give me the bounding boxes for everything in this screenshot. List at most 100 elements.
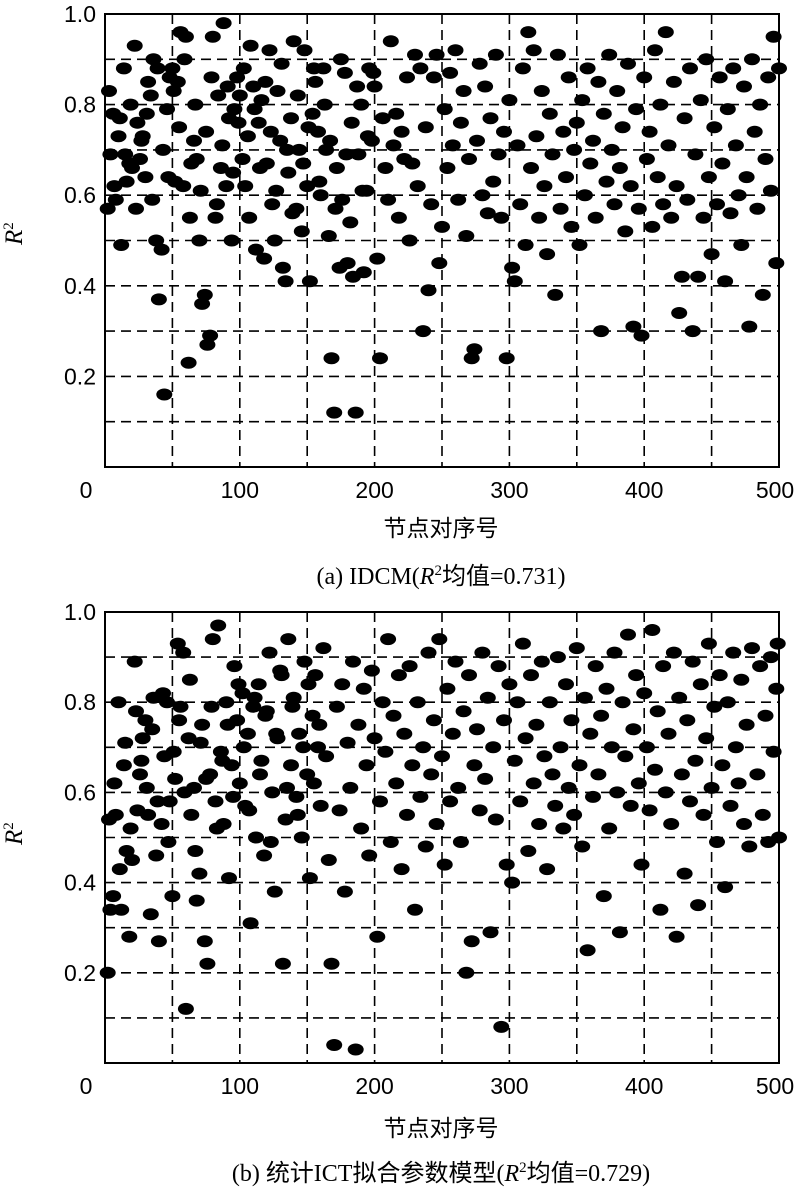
data-point: [231, 89, 248, 102]
data-point: [676, 112, 693, 125]
data-point: [684, 655, 701, 668]
data-point: [304, 107, 321, 120]
data-point: [242, 39, 259, 52]
data-point: [469, 134, 485, 147]
data-point: [738, 718, 755, 731]
data-point: [582, 157, 599, 170]
data-point: [248, 831, 264, 844]
data-point: [268, 184, 285, 197]
data-point: [129, 116, 146, 129]
data-point: [477, 772, 494, 785]
data-point: [318, 750, 335, 763]
data-point: [528, 130, 545, 143]
data-point: [207, 211, 224, 224]
data-point: [541, 107, 558, 120]
data-point: [717, 275, 734, 288]
data-point: [250, 116, 267, 129]
data-point: [347, 406, 364, 419]
data-point: [203, 71, 220, 84]
data-point: [148, 234, 165, 247]
data-point: [404, 759, 421, 772]
data-point: [177, 1002, 194, 1015]
data-point: [355, 266, 372, 279]
y-tick-label: 0.8: [64, 689, 96, 715]
data-point: [214, 139, 231, 152]
data-point: [695, 211, 712, 224]
data-point: [372, 795, 388, 808]
data-point: [576, 189, 593, 202]
data-point: [485, 175, 502, 188]
data-point: [239, 727, 256, 740]
data-point: [150, 293, 167, 306]
data-point: [719, 103, 736, 116]
data-point: [687, 754, 704, 767]
data-point: [347, 1043, 364, 1056]
data-point: [169, 75, 186, 88]
data-point: [636, 71, 653, 84]
data-point: [420, 284, 437, 297]
data-point: [555, 822, 572, 835]
x-tick-label: 300: [490, 477, 528, 503]
data-point: [620, 57, 636, 70]
data-point: [296, 655, 313, 668]
data-point: [315, 642, 332, 655]
data-point: [760, 71, 777, 84]
y-tick-label: 0.6: [64, 182, 96, 208]
data-point: [649, 171, 666, 184]
data-point: [361, 849, 378, 862]
data-point: [487, 48, 504, 61]
data-point: [479, 207, 496, 220]
data-point: [288, 790, 305, 803]
data-point: [181, 673, 198, 686]
data-point: [636, 687, 653, 700]
data-point: [261, 646, 278, 659]
x-tick-label: 300: [490, 1073, 528, 1099]
data-point: [587, 660, 604, 673]
data-point: [439, 682, 456, 695]
data-point: [385, 139, 402, 152]
data-point: [496, 125, 512, 138]
data-point: [111, 863, 128, 876]
data-point: [396, 727, 413, 740]
data-point: [199, 957, 216, 970]
data-point: [684, 325, 701, 338]
data-point: [327, 202, 344, 215]
y-tick-label: 0.8: [64, 92, 96, 118]
data-point: [692, 94, 709, 107]
data-point: [509, 139, 526, 152]
data-point: [703, 781, 720, 794]
data-point: [301, 275, 318, 288]
data-point: [611, 926, 628, 939]
data-point: [234, 153, 251, 165]
x-tick-label: 100: [221, 1073, 259, 1099]
data-point: [471, 804, 488, 817]
data-point: [326, 406, 343, 419]
data-point: [698, 53, 715, 66]
data-point: [574, 94, 591, 107]
data-point: [312, 799, 329, 812]
data-point: [99, 966, 116, 979]
data-point: [326, 1039, 343, 1051]
data-point: [525, 777, 542, 790]
data-point: [568, 116, 585, 129]
data-point: [563, 714, 580, 727]
data-point: [544, 768, 561, 781]
data-point: [595, 890, 612, 903]
data-point: [571, 239, 588, 251]
data-point: [768, 682, 785, 695]
x-tick-label: 200: [355, 477, 393, 503]
data-point: [617, 225, 634, 238]
data-point: [176, 786, 193, 799]
data-point: [172, 700, 189, 713]
data-point: [703, 248, 720, 261]
x-tick-label: 500: [756, 1073, 794, 1099]
data-point: [582, 727, 599, 740]
data-point: [644, 624, 661, 636]
data-point: [533, 85, 550, 97]
data-point: [363, 664, 380, 677]
data-point: [673, 270, 690, 283]
data-point: [490, 660, 507, 673]
data-point: [155, 143, 171, 156]
data-point: [192, 736, 209, 749]
data-point: [450, 781, 467, 794]
